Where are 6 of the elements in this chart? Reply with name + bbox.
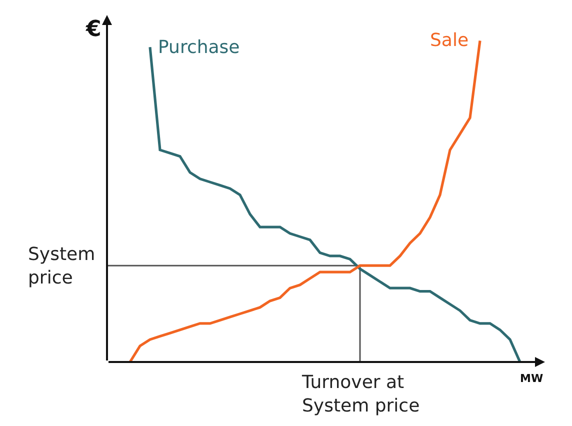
series-label: Purchase [158,37,240,58]
series-label: Sale [430,30,469,51]
ref-line-label: System price [28,244,96,288]
x-axis-title: MW [520,372,544,385]
y-axis-title: € [85,17,102,42]
text: Turnover at System price [301,372,420,416]
